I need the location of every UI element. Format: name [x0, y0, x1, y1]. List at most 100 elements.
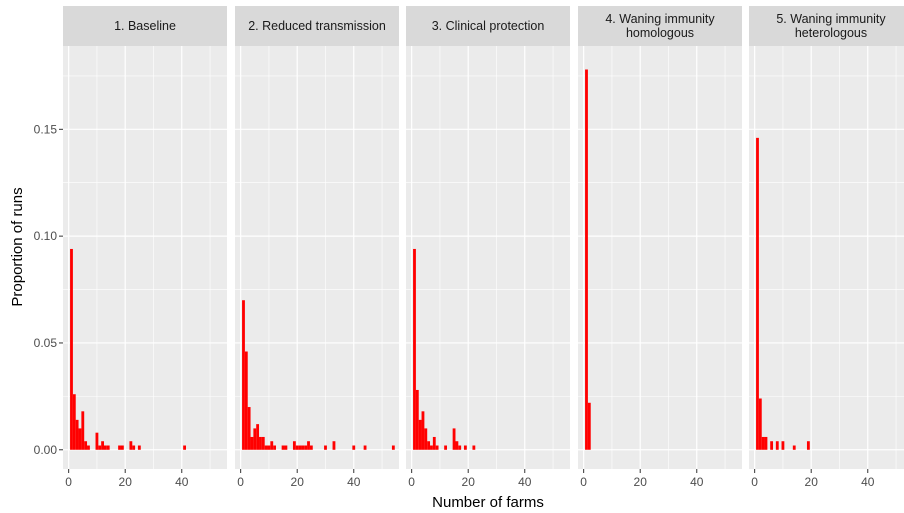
histogram-bar — [455, 441, 459, 450]
histogram-bar — [273, 445, 276, 450]
panel-background — [63, 46, 227, 469]
histogram-bar — [244, 351, 248, 450]
x-tick-label: 0 — [65, 475, 72, 489]
histogram-bar — [183, 445, 186, 450]
x-tick-label: 20 — [462, 475, 476, 489]
facet-strip — [235, 6, 399, 46]
x-tick-label: 40 — [861, 475, 875, 489]
facet-strip — [578, 6, 742, 46]
histogram-bar — [585, 69, 588, 450]
histogram-bar — [424, 428, 428, 450]
histogram-bar — [292, 441, 296, 450]
histogram-bar — [261, 436, 265, 450]
histogram-bar — [267, 445, 271, 450]
histogram-bar — [247, 407, 251, 450]
histogram-bar — [472, 445, 476, 450]
histogram-bar — [587, 402, 591, 450]
histogram-bar — [284, 445, 288, 450]
x-tick-label: 20 — [119, 475, 133, 489]
histogram-bar — [332, 441, 336, 450]
y-tick-label: 0.15 — [34, 122, 58, 136]
facet-strip — [63, 6, 227, 46]
histogram-bar — [132, 445, 136, 450]
histogram-bar — [452, 428, 456, 450]
x-tick-label: 0 — [751, 475, 758, 489]
histogram-bar — [301, 445, 305, 450]
histogram-bar — [281, 445, 285, 450]
histogram-bar — [435, 445, 439, 450]
histogram-bar — [81, 411, 85, 450]
histogram-bar — [432, 436, 436, 450]
panel-background — [578, 46, 742, 469]
y-tick-label: 0.00 — [34, 443, 58, 457]
histogram-bar — [463, 445, 467, 450]
x-tick-label: 20 — [291, 475, 305, 489]
panel-background — [406, 46, 570, 469]
histogram-bar — [324, 445, 327, 450]
histogram-bar — [756, 137, 759, 450]
histogram-bar — [444, 445, 447, 450]
histogram-bar — [775, 441, 779, 450]
y-tick-label: 0.10 — [34, 229, 58, 243]
histogram-bar — [87, 445, 90, 450]
facet-panel: 2. Reduced transmission 0 20 40 — [235, 6, 399, 489]
x-tick-label: 20 — [805, 475, 819, 489]
histogram-bar — [430, 445, 433, 450]
facet-title: 4. Waning immunity — [605, 12, 715, 26]
histogram-bar — [129, 441, 133, 450]
histogram-bar — [118, 445, 121, 450]
histogram-bar — [137, 445, 141, 450]
facet-title: 3. Clinical protection — [432, 19, 545, 33]
histogram-bar — [104, 445, 107, 450]
facet-strip — [749, 6, 904, 46]
facet-title: 2. Reduced transmission — [248, 19, 386, 33]
histogram-bar — [270, 441, 274, 450]
histogram-bar — [101, 441, 104, 450]
histogram-bar — [770, 441, 774, 450]
x-tick-label: 40 — [347, 475, 361, 489]
histogram-bar — [106, 445, 110, 450]
x-tick-label: 20 — [634, 475, 648, 489]
histogram-bar — [309, 445, 313, 450]
x-tick-label: 0 — [237, 475, 244, 489]
histogram-bar — [253, 428, 257, 450]
facet-title: 5. Waning immunity — [776, 12, 886, 26]
histogram-bar — [298, 445, 302, 450]
facet-panel: 1. Baseline 0 20 40 — [63, 6, 227, 489]
facet-title: 1. Baseline — [114, 19, 176, 33]
histogram-bar — [413, 248, 416, 450]
histogram-bar — [259, 436, 262, 450]
histogram-bar — [307, 441, 310, 450]
histogram-bar — [764, 436, 768, 450]
histogram-bar — [95, 432, 99, 450]
histogram-bar — [78, 428, 82, 450]
y-axis: 0.00 0.05 0.10 0.15 — [34, 122, 63, 457]
panel-background — [749, 46, 904, 469]
histogram-bar — [363, 445, 367, 450]
x-tick-label: 40 — [175, 475, 189, 489]
histogram-bar — [295, 445, 299, 450]
histogram-bar — [781, 441, 785, 450]
y-axis-title: Proportion of runs — [9, 187, 26, 306]
facet-panels: 1. Baseline 0 20 40 2. Reduced transmission 0… — [63, 6, 904, 489]
histogram-bar — [75, 419, 79, 450]
x-tick-label: 40 — [518, 475, 532, 489]
histogram-bar — [806, 441, 810, 450]
y-tick-label: 0.05 — [34, 336, 58, 350]
histogram-bar — [72, 394, 76, 450]
x-tick-label: 0 — [580, 475, 587, 489]
facet-panel: 3. Clinical protection 0 20 40 — [406, 6, 570, 489]
histogram-bar — [98, 445, 102, 450]
histogram-bar — [758, 398, 762, 450]
x-tick-label: 40 — [690, 475, 704, 489]
histogram-bar — [427, 441, 431, 450]
histogram-bar — [264, 445, 268, 450]
histogram-bar — [304, 445, 308, 450]
histogram-bar — [84, 441, 88, 450]
histogram-bar — [70, 248, 73, 450]
histogram-bar — [391, 445, 395, 450]
histogram-bar — [415, 389, 419, 450]
